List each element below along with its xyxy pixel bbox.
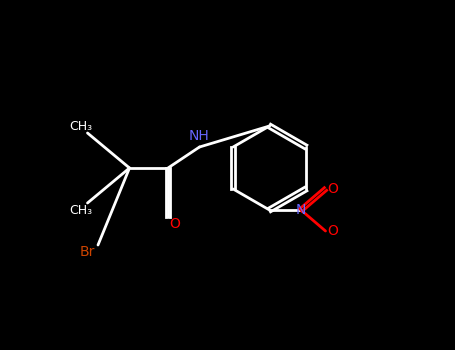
Text: O: O [170, 217, 181, 231]
Text: Br: Br [80, 245, 95, 259]
Text: CH₃: CH₃ [69, 119, 92, 133]
Text: N: N [296, 203, 306, 217]
Text: O: O [327, 224, 338, 238]
Text: O: O [327, 182, 338, 196]
Text: NH: NH [189, 130, 210, 144]
Text: CH₃: CH₃ [69, 203, 92, 217]
